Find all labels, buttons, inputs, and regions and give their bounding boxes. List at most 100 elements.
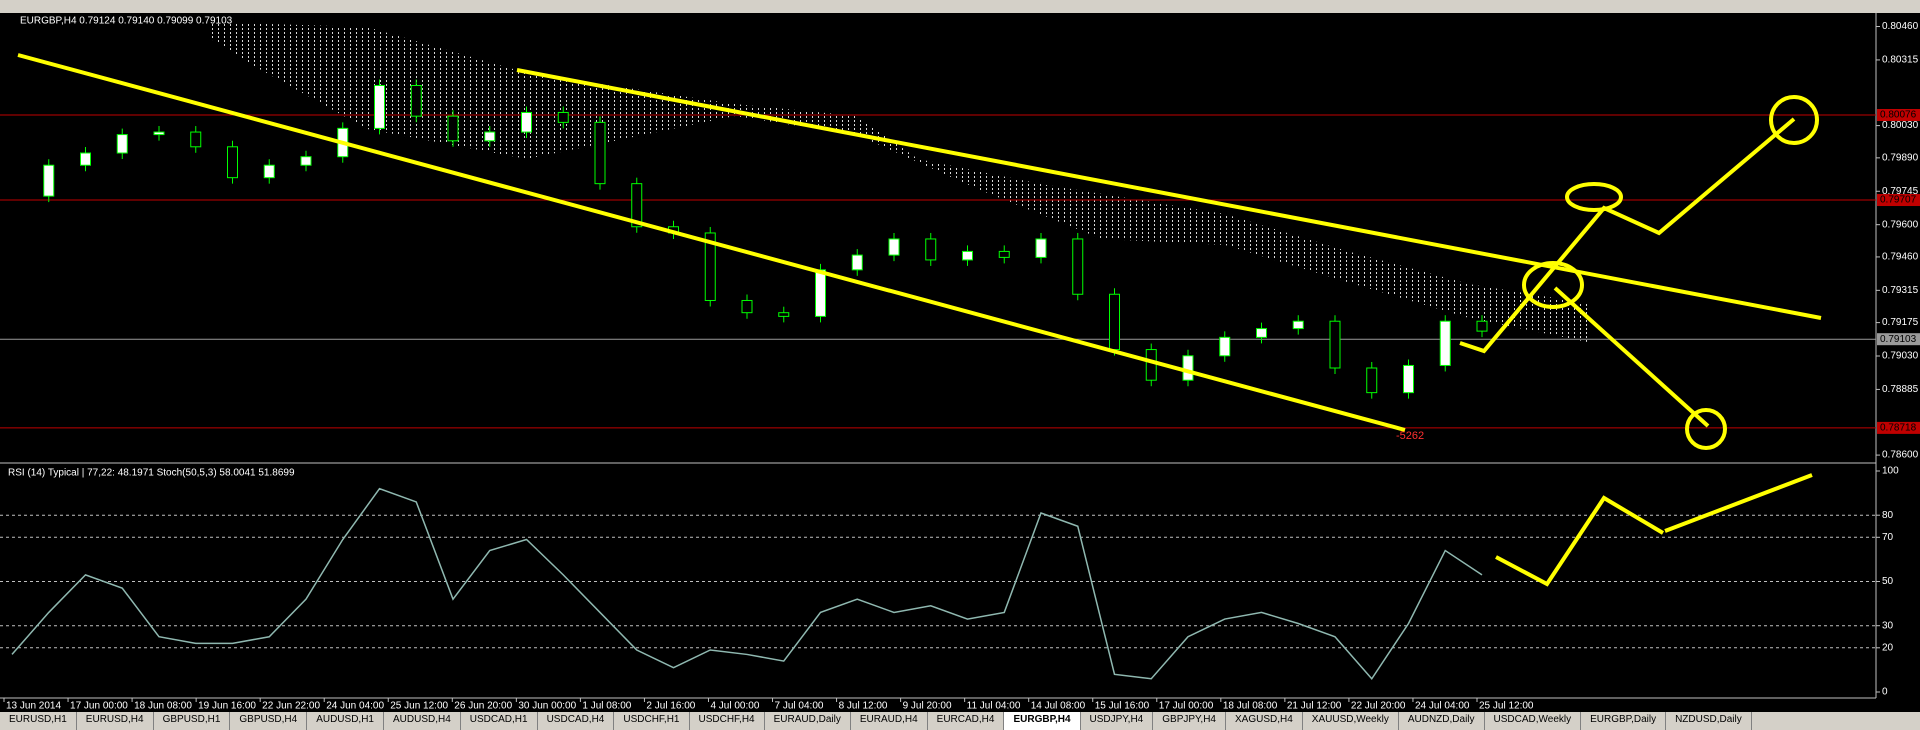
time-label: 2 Jul 16:00: [646, 701, 695, 712]
price-level-badge: [1877, 108, 1920, 121]
time-label: 30 Jun 00:00: [518, 701, 576, 712]
candle: [1292, 320, 1304, 330]
price-level-label: 0.79103: [1880, 334, 1917, 345]
time-label: 22 Jul 20:00: [1351, 701, 1406, 712]
candle: [263, 164, 275, 179]
chart-tab[interactable]: AUDUSD,H1: [307, 712, 384, 730]
price-tick-label: 0.79315: [1882, 285, 1919, 296]
time-label: 25 Jul 12:00: [1479, 701, 1534, 712]
time-label: 18 Jun 08:00: [134, 701, 192, 712]
chart-tab[interactable]: EURGBP,Daily: [1581, 712, 1667, 730]
candle: [888, 238, 900, 256]
time-label: 18 Jul 08:00: [1223, 701, 1278, 712]
chart-tab[interactable]: USDCAD,Weekly: [1485, 712, 1582, 730]
time-label: 21 Jul 12:00: [1287, 701, 1342, 712]
price-tick-label: 0.79745: [1882, 186, 1919, 197]
candle: [1476, 320, 1488, 332]
ichimoku-cloud: [208, 22, 1592, 343]
chart-tab[interactable]: EURAUD,Daily: [765, 712, 851, 730]
time-label: 4 Jul 00:00: [710, 701, 759, 712]
price-tick-label: 0.78885: [1882, 384, 1919, 395]
candle: [521, 111, 532, 133]
candle: [1072, 238, 1084, 295]
candle: [1256, 328, 1267, 338]
chart-tab[interactable]: USDCHF,H4: [690, 712, 765, 730]
time-label: 15 Jul 16:00: [1095, 701, 1150, 712]
time-label: 7 Jul 04:00: [775, 701, 824, 712]
price-level-label: 0.79707: [1880, 195, 1917, 206]
chart-tab[interactable]: GBPUSD,H1: [154, 712, 231, 730]
price-tick-label: 0.79030: [1882, 351, 1919, 362]
candle: [557, 111, 569, 123]
chart-header: EURGBP,H4 0.79124 0.79140 0.79099 0.7910…: [20, 16, 233, 27]
toolbar: [0, 0, 1920, 13]
indicator-tick-label: 80: [1882, 510, 1894, 521]
candle: [1403, 364, 1414, 394]
candle: [410, 85, 422, 117]
candle: [153, 131, 165, 136]
chart-tab[interactable]: GBPUSD,H4: [230, 712, 308, 730]
price-level-badge: [1877, 333, 1920, 346]
candle: [704, 232, 716, 301]
time-label: 17 Jun 00:00: [70, 701, 128, 712]
indicator-tick-label: 0: [1882, 687, 1888, 698]
candle: [962, 250, 973, 261]
candle: [1182, 355, 1194, 381]
candle: [447, 115, 459, 142]
time-label: 25 Jun 12:00: [390, 701, 448, 712]
time-label: 8 Jul 12:00: [839, 701, 888, 712]
chart-tab[interactable]: EURAUD,H4: [851, 712, 928, 730]
candle: [631, 183, 643, 228]
price-tick-label: 0.79460: [1882, 252, 1919, 263]
indicator-tick-label: 70: [1882, 532, 1894, 543]
chart-tab[interactable]: XAUUSD,Weekly: [1303, 712, 1399, 730]
candle: [778, 312, 790, 317]
price-level-label: 0.78718: [1880, 423, 1917, 434]
candle: [741, 299, 753, 314]
chart-tab[interactable]: EURCAD,H4: [928, 712, 1005, 730]
price-tick-label: 0.79600: [1882, 219, 1919, 230]
chart-tab[interactable]: USDCHF,H1: [614, 712, 690, 730]
chart-tab[interactable]: AUDNZD,Daily: [1399, 712, 1485, 730]
chart-tab[interactable]: XAGUSD,H4: [1226, 712, 1303, 730]
indicator-header: RSI (14) Typical | 77,22: 48.1971 Stoch(…: [8, 468, 295, 479]
candle: [227, 146, 238, 179]
price-tick-label: 0.79890: [1882, 152, 1919, 163]
indicator-tick-label: 100: [1882, 466, 1899, 477]
chart-tab[interactable]: GBPJPY,H4: [1153, 712, 1226, 730]
candle: [374, 85, 385, 129]
candle: [1145, 349, 1157, 381]
price-annotation: -5262: [1396, 430, 1424, 442]
chart-tab[interactable]: NZDUSD,Daily: [1666, 712, 1752, 730]
candle: [80, 152, 91, 166]
chart-tab[interactable]: USDCAD,H4: [538, 712, 615, 730]
chart-tab[interactable]: AUDUSD,H4: [384, 712, 461, 730]
price-tick-label: 0.78600: [1882, 450, 1919, 461]
chart-tab[interactable]: EURUSD,H4: [77, 712, 154, 730]
time-label: 24 Jul 04:00: [1415, 701, 1470, 712]
time-label: 11 Jul 04:00: [967, 701, 1021, 712]
candle: [594, 121, 606, 185]
chart-tab[interactable]: USDCAD,H1: [461, 712, 538, 730]
chart-tab[interactable]: EURUSD,H1: [0, 712, 77, 730]
time-label: 26 Jun 20:00: [454, 701, 512, 712]
candle: [1109, 293, 1120, 351]
time-label: 17 Jul 00:00: [1159, 701, 1214, 712]
indicator-tick-label: 50: [1882, 576, 1894, 587]
candle: [116, 134, 128, 154]
price-level-badge: [1877, 421, 1920, 434]
indicator-tick-label: 30: [1882, 620, 1894, 631]
price-tick-label: 0.80030: [1882, 120, 1919, 131]
candle: [300, 156, 312, 166]
price-tick-label: 0.80460: [1882, 21, 1919, 32]
candle: [190, 131, 202, 148]
time-label: 22 Jun 22:00: [262, 701, 320, 712]
time-label: 13 Jun 2014: [6, 701, 61, 712]
candle: [851, 254, 863, 271]
chart-tab[interactable]: EURGBP,H4: [1004, 712, 1081, 730]
price-tick-label: 0.80315: [1882, 55, 1919, 66]
candle: [1219, 336, 1231, 357]
chart-tab[interactable]: USDJPY,H4: [1081, 712, 1154, 730]
time-label: 1 Jul 08:00: [582, 701, 631, 712]
candle: [815, 269, 826, 317]
